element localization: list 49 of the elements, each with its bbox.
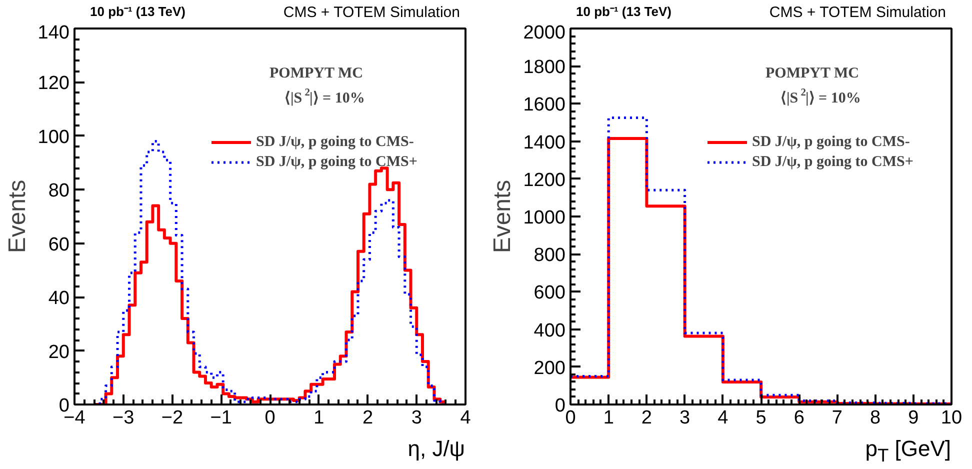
x-tick-label: 1 [603,408,614,428]
legend-title: POMPYT MC [766,66,859,82]
y-tick-label: 1400 [523,132,566,154]
y-tick-label: 100 [38,126,70,148]
x-tick-label: 3 [680,408,690,428]
x-tick-label: 8 [870,408,881,428]
legend-title: POMPYT MC [270,66,363,82]
y-tick-label: 1200 [523,170,566,191]
y-tick-label: 60 [48,234,70,256]
x-tick-label: 3 [411,408,422,428]
y-tick-label: 80 [48,180,70,202]
y-tick-label: 400 [534,320,566,342]
legend-label: SD J/ψ, p going to CMS- [752,133,910,151]
x-tick-label: 7 [832,408,842,428]
x-tick-label: 1 [314,408,324,428]
y-tick-label: 20 [48,342,70,363]
y-axis-title: Events [489,180,516,254]
x-tick-label: −1 [210,408,232,428]
x-tick-label: 2 [641,408,652,428]
chart-subtitle: CMS + TOTEM Simulation [283,2,460,23]
chart-subtitle: CMS + TOTEM Simulation [769,2,946,23]
x-tick-label: −3 [112,408,134,428]
y-tick-label: 140 [38,22,70,44]
x-tick-label: 10 [940,408,962,428]
x-tick-label: 0 [264,408,276,428]
legend-label: SD J/ψ, p going to CMS+ [256,153,418,171]
y-tick-label: 2000 [523,22,566,44]
y-axis-title: Events [4,180,31,254]
x-tick-label: 5 [756,408,766,428]
legend-label: SD J/ψ, p going to CMS+ [752,153,914,171]
x-axis-title: η, J/ψ [408,435,465,463]
y-tick-label: 120 [38,73,70,94]
chart-title: 10 pb⁻¹ (13 TeV) [576,3,672,22]
y-tick-label: 200 [534,358,566,379]
y-tick-label: 600 [534,282,566,304]
x-axis-title: p$_{T}$ [GeV] [865,435,951,468]
legend-label: SD J/ψ, p going to CMS- [256,133,414,151]
y-tick-label: 1600 [523,94,566,116]
y-tick-label: 40 [48,288,70,310]
x-tick-label: 4 [460,408,472,428]
x-tick-label: 9 [908,408,919,428]
x-tick-label: 4 [718,408,729,428]
x-tick-label: 2 [362,408,374,428]
x-tick-label: 6 [794,408,804,428]
x-tick-label: −2 [161,408,184,428]
y-tick-label: 1000 [523,208,566,228]
y-tick-label: 1800 [523,57,566,78]
chart-title: 10 pb⁻¹ (13 TeV) [90,3,186,22]
y-tick-label: 800 [534,245,566,266]
